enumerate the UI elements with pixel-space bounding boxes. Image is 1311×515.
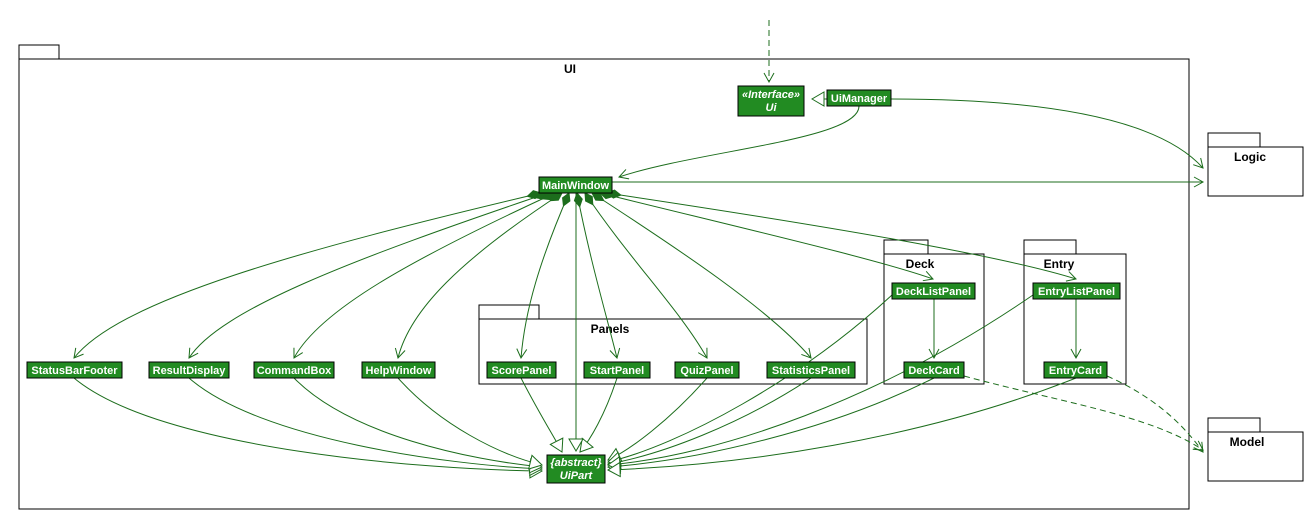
node-score_panel: ScorePanel <box>487 362 556 378</box>
node-label-entry_card: EntryCard <box>1049 365 1102 377</box>
node-label-main_window: MainWindow <box>542 180 610 192</box>
node-label-help_window: HelpWindow <box>366 365 432 377</box>
node-command_box: CommandBox <box>254 362 334 378</box>
edge-3-main_window-logic <box>612 177 1203 187</box>
package-label-deck: Deck <box>906 257 935 271</box>
edges-layer <box>74 20 1203 478</box>
node-label-stats_panel: StatisticsPanel <box>772 365 850 377</box>
node-label-top-ui_part: {abstract} <box>550 457 602 469</box>
package-label-logic: Logic <box>1234 150 1266 164</box>
package-model: Model <box>1208 418 1303 481</box>
edge-19-command_box-ui_part <box>294 378 542 473</box>
edge-0-external_top-ui_iface <box>764 20 774 82</box>
edge-22-start_panel-ui_part <box>580 378 617 452</box>
edge-14-main_window-entry_list <box>607 190 1076 281</box>
package-logic: Logic <box>1208 133 1303 196</box>
package-ui: UI <box>19 45 1189 509</box>
node-label-top-ui_iface: «Interface» <box>742 89 800 101</box>
node-deck_card: DeckCard <box>904 362 964 378</box>
edge-18-result_display-ui_part <box>189 378 542 475</box>
uml-diagram: UIPanelsDeckEntryLogicModel«Interface»Ui… <box>0 0 1311 515</box>
node-entry_card: EntryCard <box>1044 362 1107 378</box>
node-status_bar: StatusBarFooter <box>27 362 122 378</box>
edge-15-deck_list-deck_card <box>929 299 939 358</box>
package-label-panels: Panels <box>591 322 630 336</box>
node-ui_manager: UiManager <box>827 90 891 106</box>
node-label-deck_card: DeckCard <box>908 365 959 377</box>
edge-20-help_window-ui_part <box>398 378 542 469</box>
node-label-result_display: ResultDisplay <box>153 365 227 377</box>
edge-4-ui_manager-logic <box>891 99 1203 168</box>
package-label-ui: UI <box>564 62 576 76</box>
edge-16-entry_list-entry_card <box>1071 299 1081 358</box>
node-result_display: ResultDisplay <box>149 362 229 378</box>
edge-13-main_window-deck_list <box>600 191 933 281</box>
node-stats_panel: StatisticsPanel <box>767 362 855 378</box>
node-label-bot-ui_iface: Ui <box>766 102 778 114</box>
node-quiz_panel: QuizPanel <box>675 362 739 378</box>
edge-1-ui_manager-ui_iface <box>812 92 827 106</box>
node-help_window: HelpWindow <box>362 362 435 378</box>
node-start_panel: StartPanel <box>584 362 650 378</box>
edge-2-ui_manager-main_window <box>619 106 859 179</box>
node-deck_list: DeckListPanel <box>892 283 975 299</box>
edge-21-score_panel-ui_part <box>521 378 563 452</box>
package-label-model: Model <box>1230 435 1265 449</box>
node-ui_part: {abstract}UiPart <box>547 455 605 483</box>
node-label-command_box: CommandBox <box>257 365 332 377</box>
edge-25-deck_list-ui_part <box>608 295 892 466</box>
node-label-ui_manager: UiManager <box>831 93 888 105</box>
edge-29-main_window-ui_part <box>569 193 583 451</box>
edge-6-main_window-result_display <box>189 191 548 358</box>
node-label-score_panel: ScorePanel <box>492 365 552 377</box>
edge-24-stats_panel-ui_part <box>608 378 811 469</box>
edge-27-entry_list-ui_part <box>608 295 1033 471</box>
node-main_window: MainWindow <box>539 177 612 193</box>
node-label-entry_list: EntryListPanel <box>1038 286 1115 298</box>
node-label-start_panel: StartPanel <box>590 365 644 377</box>
edge-28-entry_card-ui_part <box>608 378 1076 477</box>
node-entry_list: EntryListPanel <box>1033 283 1120 299</box>
node-label-deck_list: DeckListPanel <box>896 286 971 298</box>
edge-23-quiz_panel-ui_part <box>608 378 707 461</box>
edge-17-status_bar-ui_part <box>74 378 542 478</box>
node-label-bot-ui_part: UiPart <box>560 470 594 482</box>
node-ui_iface: «Interface»Ui <box>738 86 804 116</box>
edge-7-main_window-command_box <box>294 192 555 358</box>
node-label-status_bar: StatusBarFooter <box>31 365 118 377</box>
package-label-entry: Entry <box>1044 257 1075 271</box>
node-label-quiz_panel: QuizPanel <box>680 365 733 377</box>
edge-5-main_window-status_bar <box>74 191 541 358</box>
edge-9-main_window-score_panel <box>517 193 570 358</box>
